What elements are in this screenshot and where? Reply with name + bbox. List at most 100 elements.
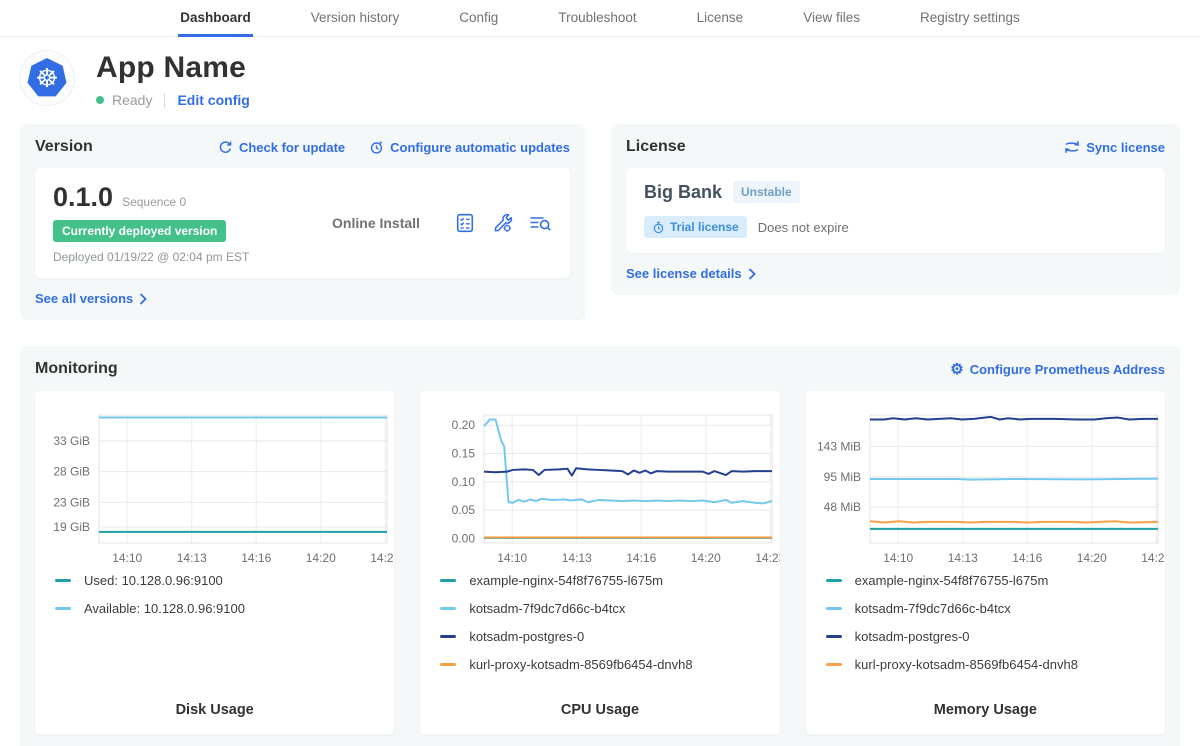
series-color-swatch [55,579,71,582]
svg-text:14:13: 14:13 [947,551,977,565]
sync-license-button[interactable]: Sync license [1064,140,1165,155]
cpu-usage-chart: 14:10 14:13 14:16 14:20 14:23 0.20 0.15 0.10 0.0… [452,414,780,565]
chevron-right-icon [140,292,148,305]
app-header: ☸ App Name Ready Edit config [0,37,1200,108]
configure-automatic-updates-button[interactable]: Configure automatic updates [369,140,570,155]
ready-status-dot-icon [96,96,104,104]
disk-usage-chart: 14:10 14:13 14:16 14:20 14:23 33 GiB 28 GiB 23 … [53,414,394,565]
trial-license-badge: Trial license [644,216,747,238]
memory-usage-chart: 14:10 14:13 14:16 14:20 14:23 143 MiB 95 MiB 48… [817,414,1165,565]
clock-update-icon [370,140,383,154]
license-card-title: License [626,138,686,155]
legend-item: kotsadm-7f9dc7d66c-b4tcx [825,601,1145,616]
configure-prometheus-button[interactable]: ⚙ Configure Prometheus Address [950,360,1165,378]
svg-text:14:16: 14:16 [241,551,271,565]
refresh-icon [219,140,232,153]
divider [164,92,166,108]
series-color-swatch [55,607,71,610]
svg-text:14:20: 14:20 [306,551,336,565]
current-version-panel: 0.1.0 Sequence 0 Currently deployed vers… [35,168,570,278]
license-panel: Big Bank Unstable Trial license Does not… [626,168,1165,253]
top-nav: Dashboard Version history Config Trouble… [0,0,1200,37]
chart-title: CPU Usage [560,702,640,718]
install-type-label: Online Install [332,215,420,231]
see-all-versions-link[interactable]: See all versions [35,291,570,306]
see-license-details-link[interactable]: See license details [626,266,1165,281]
license-card: License Sync license Big Bank Unstable T… [611,124,1180,295]
config-wrench-icon[interactable] [491,212,513,234]
svg-text:14:10: 14:10 [498,551,528,565]
svg-text:95 MiB: 95 MiB [823,470,860,484]
version-card: Version Check for update Configure autom… [20,124,585,320]
series-color-swatch [825,607,842,610]
tab-troubleshoot[interactable]: Troubleshoot [558,9,637,25]
svg-text:0.20: 0.20 [452,418,476,432]
memory-usage-card: 14:10 14:13 14:16 14:20 14:23 143 MiB 95 MiB 48… [805,391,1165,734]
deploy-logs-icon[interactable] [528,212,552,234]
channel-badge: Unstable [733,181,800,203]
tab-version-history[interactable]: Version history [310,9,400,25]
svg-text:28 GiB: 28 GiB [53,465,90,479]
svg-text:143 MiB: 143 MiB [817,439,861,453]
series-color-swatch [440,635,457,638]
deployed-version-badge: Currently deployed version [53,220,227,242]
legend-item: kotsadm-postgres-0 [440,629,759,644]
svg-text:48 MiB: 48 MiB [823,500,860,514]
svg-text:14:20: 14:20 [691,551,721,565]
svg-text:14:13: 14:13 [177,551,207,565]
svg-text:14:23: 14:23 [370,551,394,565]
legend-item: example-nginx-54f8f76755-l675m [825,573,1145,588]
chart-title: Memory Usage [933,702,1037,718]
edit-config-link[interactable]: Edit config [177,92,250,108]
svg-text:14:23: 14:23 [756,551,780,565]
svg-text:14:16: 14:16 [627,551,657,565]
monitoring-panel: Monitoring ⚙ Configure Prometheus Addres… [20,346,1180,746]
legend-item: kurl-proxy-kotsadm-8569fb6454-dnvh8 [825,657,1145,672]
svg-text:14:13: 14:13 [562,551,592,565]
gear-icon: ⚙ [950,360,964,378]
preflight-checks-icon[interactable] [454,212,476,234]
tab-view-files[interactable]: View files [803,9,860,25]
sequence-label: Sequence 0 [122,195,187,209]
svg-text:14:10: 14:10 [883,551,913,565]
customer-name: Big Bank [644,181,723,202]
svg-text:0.05: 0.05 [452,503,476,517]
disk-usage-card: 14:10 14:13 14:16 14:20 14:23 33 GiB 28 GiB 23 … [35,391,395,734]
tab-license[interactable]: License [696,9,744,25]
monitoring-title: Monitoring [35,360,118,377]
svg-text:0.10: 0.10 [452,475,476,489]
svg-text:23 GiB: 23 GiB [53,495,90,509]
series-color-swatch [440,663,457,666]
kubernetes-icon: ☸ [27,58,67,97]
version-card-title: Version [35,138,93,155]
tab-config[interactable]: Config [459,9,499,25]
series-color-swatch [440,607,457,610]
svg-text:19 GiB: 19 GiB [53,520,90,534]
deployed-timestamp: Deployed 01/19/22 @ 02:04 pm EST [53,250,250,264]
svg-text:14:23: 14:23 [1141,551,1165,565]
series-color-swatch [825,663,842,666]
legend-item: Available: 10.128.0.96:9100 [55,601,374,616]
chart-title: Disk Usage [175,702,254,718]
series-color-swatch [825,635,842,638]
svg-text:14:10: 14:10 [112,551,142,565]
svg-text:0.15: 0.15 [452,447,476,461]
tab-dashboard[interactable]: Dashboard [178,0,253,37]
version-number: 0.1.0 [53,182,114,212]
legend-item: kotsadm-postgres-0 [825,629,1145,644]
svg-text:33 GiB: 33 GiB [53,434,90,448]
app-avatar: ☸ [20,51,74,105]
series-color-swatch [440,579,457,582]
svg-text:0.00: 0.00 [452,531,476,545]
legend-item: Used: 10.128.0.96:9100 [55,573,374,588]
cpu-usage-card: 14:10 14:13 14:16 14:20 14:23 0.20 0.15 0.10 0.0… [420,391,780,734]
legend-item: kurl-proxy-kotsadm-8569fb6454-dnvh8 [440,657,759,672]
check-for-update-button[interactable]: Check for update [218,140,345,155]
series-color-swatch [825,579,842,582]
stopwatch-icon [653,221,664,233]
tab-registry-settings[interactable]: Registry settings [919,9,1020,25]
legend-item: kotsadm-7f9dc7d66c-b4tcx [440,601,759,616]
svg-text:14:16: 14:16 [1012,551,1042,565]
status-badge: Ready [112,92,153,108]
chevron-right-icon [748,267,756,280]
